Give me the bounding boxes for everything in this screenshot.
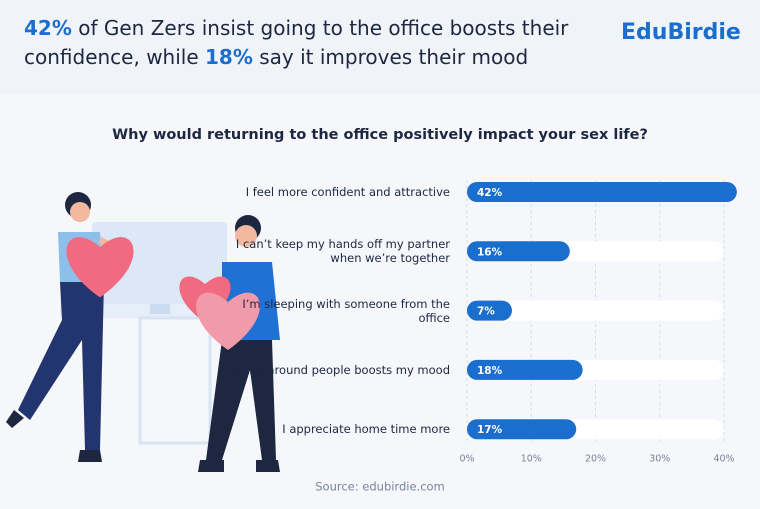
x-tick-label: 40% bbox=[713, 454, 734, 465]
bar bbox=[467, 182, 737, 202]
value-label: 17% bbox=[477, 424, 503, 436]
headline: 42% of Gen Zers insist going to the offi… bbox=[24, 14, 614, 72]
category-label: I’m sleeping with someone from the offic… bbox=[242, 296, 450, 325]
category-label: I can’t keep my hands off my partner whe… bbox=[235, 237, 450, 266]
illustration bbox=[6, 192, 280, 472]
headline-highlight: 18% bbox=[205, 45, 253, 69]
x-tick-label: 10% bbox=[521, 454, 542, 465]
bar bbox=[467, 419, 577, 440]
bar bbox=[467, 300, 512, 321]
value-label: 16% bbox=[477, 246, 503, 258]
logo: EduBirdie bbox=[621, 20, 741, 45]
value-label: 7% bbox=[477, 306, 495, 318]
bar bbox=[467, 241, 570, 262]
x-tick-label: 0% bbox=[459, 454, 474, 465]
category-label: Being around people boosts my mood bbox=[231, 362, 450, 377]
value-label: 18% bbox=[477, 365, 503, 377]
bar bbox=[467, 359, 583, 380]
chart-title: Why would returning to the office positi… bbox=[112, 127, 648, 143]
category-label: I appreciate home time more bbox=[282, 422, 450, 437]
category-label: I feel more confident and attractive bbox=[245, 185, 450, 199]
value-label: 42% bbox=[477, 187, 503, 199]
x-tick-label: 30% bbox=[649, 454, 670, 465]
headline-text: of Gen Zers insist going to the office b… bbox=[24, 16, 575, 69]
x-tick-label: 20% bbox=[585, 454, 606, 465]
header: 42% of Gen Zers insist going to the offi… bbox=[0, 0, 760, 94]
headline-highlight: 42% bbox=[24, 16, 72, 40]
bar-track bbox=[467, 300, 724, 321]
headline-text: say it improves their mood bbox=[252, 45, 529, 69]
source: Source: edubirdie.com bbox=[315, 480, 445, 494]
